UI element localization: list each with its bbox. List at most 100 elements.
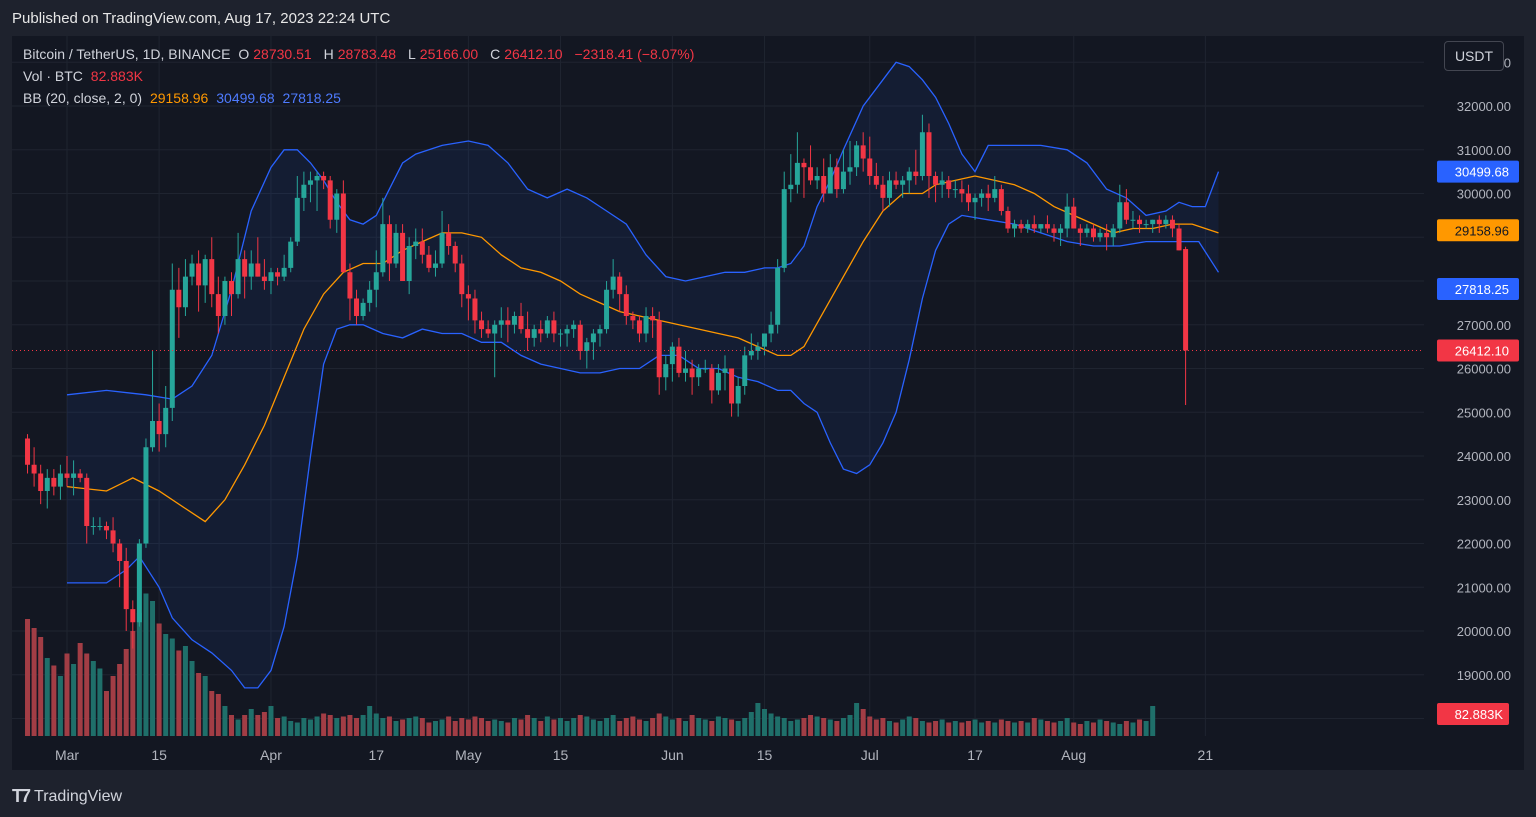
volume-bar — [406, 718, 412, 736]
volume-bar — [985, 721, 991, 736]
candle-body — [755, 346, 761, 351]
candle-body — [775, 267, 781, 325]
price-badge-label: 29158.96 — [1455, 223, 1509, 238]
candle-body — [77, 473, 83, 478]
volume-bar — [44, 658, 50, 736]
candle-body — [1097, 232, 1103, 238]
currency-button[interactable]: USDT — [1444, 41, 1504, 71]
candle-body — [715, 372, 721, 391]
candle-body — [446, 232, 452, 246]
volume-bar — [992, 722, 998, 736]
volume-bar — [169, 638, 175, 736]
bollinger-band-lines — [66, 61, 1220, 689]
candle-body — [926, 132, 932, 176]
volume-bar — [722, 718, 728, 736]
volume-bar — [261, 712, 267, 736]
volume-bar — [176, 650, 182, 736]
candle-body — [860, 145, 866, 159]
candle-body — [386, 224, 392, 264]
volume-bar — [123, 649, 129, 736]
candle-body — [156, 421, 162, 435]
candle-body — [722, 368, 728, 373]
volume-bar — [531, 718, 537, 736]
volume-bar — [821, 718, 827, 736]
time-axis: Mar 15 Apr 17 May 15 Jun 15 Jul 17 Aug 21 — [12, 736, 1524, 770]
candle-body — [400, 232, 406, 281]
candle-body — [90, 526, 96, 527]
volume-bar — [979, 722, 985, 736]
volume-bar — [656, 713, 662, 736]
candle-body — [57, 473, 63, 487]
candle-body — [1156, 219, 1162, 225]
volume-bar — [610, 715, 616, 736]
candle-body — [577, 324, 583, 351]
candle-body — [268, 272, 274, 281]
candle-body — [834, 167, 840, 190]
volume-bar — [321, 713, 327, 736]
candlestick-chart[interactable]: 19000.00 20000.00 21000.00 22000.00 23000.00… — [12, 36, 1524, 770]
legend-symbol-row: Bitcoin / TetherUS, 1D, BINANCE O 28730.5… — [23, 46, 698, 62]
candle-body — [768, 324, 774, 334]
volume-bar — [419, 718, 425, 736]
time-tick-label: 17 — [967, 747, 983, 763]
volume-bar — [1031, 718, 1037, 736]
time-tick-label: May — [455, 747, 481, 763]
bollinger-band-fill — [67, 62, 1219, 688]
grid-lines — [12, 36, 1424, 736]
volume-bar — [57, 676, 63, 736]
chart-frame — [12, 36, 1524, 770]
candle-body — [1104, 232, 1110, 238]
volume-badge-label: 82.883K — [1455, 707, 1504, 722]
legend-volume-value: 82.883K — [90, 68, 143, 84]
volume-bar — [275, 718, 281, 736]
candle-body — [215, 294, 221, 316]
candle-body — [1169, 219, 1175, 229]
volume-bar — [307, 719, 313, 736]
candle-body — [801, 162, 807, 168]
volume-bar — [880, 718, 886, 736]
volume-bar — [748, 712, 754, 736]
volume-bar — [709, 721, 715, 736]
price-axis-bg — [1424, 36, 1524, 736]
candle-body — [64, 473, 70, 478]
candle-body — [1031, 224, 1037, 229]
bottom-bar — [0, 770, 1536, 817]
price-tick-label: 22000.00 — [1457, 537, 1511, 552]
volume-bar — [505, 722, 511, 736]
candle-body — [788, 184, 794, 190]
volume-bar — [479, 718, 485, 736]
volume-bar — [446, 716, 452, 736]
tradingview-brand-text: TradingView — [34, 787, 123, 805]
volume-bar — [380, 718, 386, 736]
candle-body — [472, 298, 478, 321]
volume-bar — [788, 721, 794, 736]
volume-bar — [696, 718, 702, 736]
time-tick-label: Aug — [1061, 747, 1086, 763]
candle-body — [465, 294, 471, 299]
volume-bar — [84, 653, 90, 736]
candle-body — [419, 241, 425, 255]
candle-body — [31, 464, 37, 474]
candle-body — [965, 193, 971, 203]
candle-body — [182, 276, 188, 308]
candle-body — [669, 346, 675, 365]
volume-bar — [1104, 721, 1110, 736]
candle-body — [913, 171, 919, 176]
volume-bar — [1005, 721, 1011, 736]
candle-body — [196, 263, 202, 286]
volume-bar — [1123, 721, 1129, 736]
volume-bar — [1077, 724, 1083, 736]
volume-bar — [354, 718, 360, 736]
time-tick-label: 21 — [1198, 747, 1214, 763]
volume-bar — [965, 721, 971, 736]
candle-body — [229, 281, 234, 295]
candle-body — [242, 259, 248, 277]
candle-body — [617, 276, 623, 295]
volume-bar — [413, 716, 419, 736]
volume-bar — [926, 722, 932, 736]
candle-body — [1137, 219, 1143, 225]
volume-bar — [301, 718, 307, 736]
candle-body — [314, 176, 320, 181]
price-tick-label: 19000.00 — [1457, 668, 1511, 683]
tradingview-logo-icon: T7 — [12, 786, 31, 806]
